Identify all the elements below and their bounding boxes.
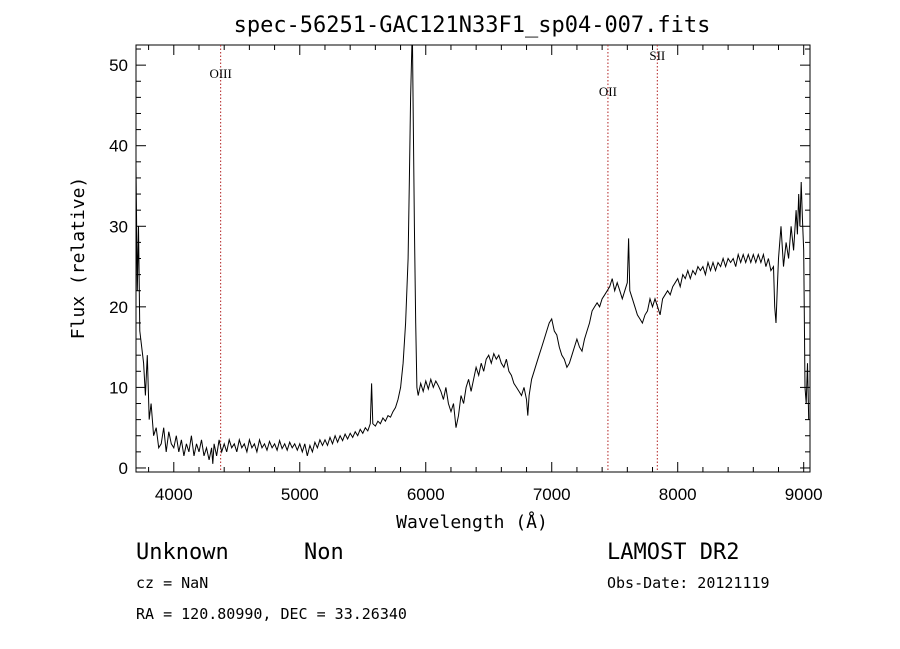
plot-area: 4000 5000 6000 7000 8000 9000 0 10 20 30 40 50 OII…: [109, 44, 823, 504]
x-tick-label: 8000: [659, 485, 697, 504]
y-tick-label: 40: [109, 137, 128, 156]
x-tick-label: 9000: [785, 485, 823, 504]
spectrum-series-line: [135, 44, 810, 464]
x-axis-label: Wavelength (Å): [396, 511, 548, 533]
redshift-readout: cz = NaN: [136, 574, 208, 592]
line-marker-label: OIII: [209, 66, 231, 81]
y-tick-label: 30: [109, 217, 128, 236]
y-tick-label: 20: [109, 298, 128, 317]
x-tick-label: 6000: [407, 485, 445, 504]
x-tick-label: 4000: [155, 485, 193, 504]
y-tick-label: 50: [109, 56, 128, 75]
x-tick-label: 7000: [533, 485, 571, 504]
y-tick-label: 10: [109, 378, 128, 397]
x-tick-label: 5000: [281, 485, 319, 504]
coordinates-readout: RA = 120.80990, DEC = 33.26340: [136, 605, 407, 623]
y-axis-ticks: 0 10 20 30 40 50: [109, 48, 810, 478]
line-marker-label: OII: [599, 84, 617, 99]
plot-frame: [135, 44, 811, 473]
object-subclass: Non: [304, 540, 344, 565]
emission-line-markers: OIII OII SII: [209, 45, 665, 472]
y-axis-label: Flux (relative): [68, 177, 89, 340]
line-marker-label: SII: [649, 48, 665, 63]
chart-title: spec-56251-GAC121N33F1_sp04-007.fits: [234, 13, 711, 38]
obs-date: Obs-Date: 20121119: [607, 574, 770, 592]
x-axis-ticks: 4000 5000 6000 7000 8000 9000: [148, 45, 823, 504]
object-class: Unknown: [136, 540, 229, 565]
survey-name: LAMOST DR2: [607, 540, 739, 565]
y-tick-label: 0: [119, 459, 128, 478]
